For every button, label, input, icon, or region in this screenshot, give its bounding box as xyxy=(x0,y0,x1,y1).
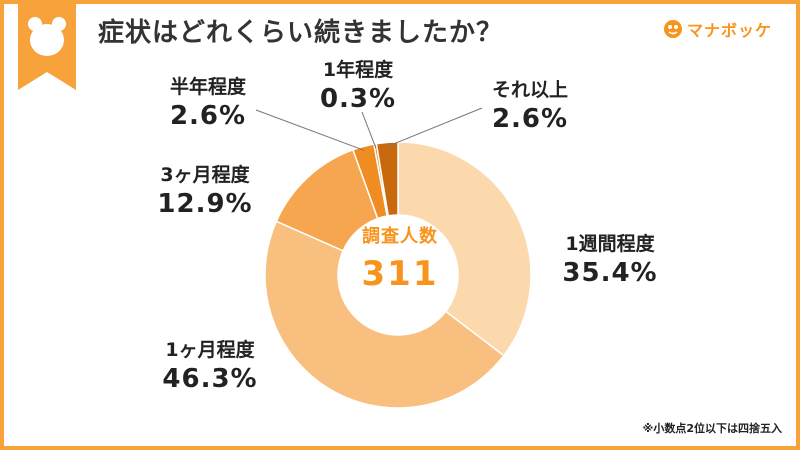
slice-1month xyxy=(264,220,505,409)
slice-more xyxy=(375,141,399,217)
donut-center: 調査人数 311 xyxy=(340,222,460,294)
brand-name: マナボッケ xyxy=(686,21,772,40)
slice-percent: 2.6% xyxy=(491,104,569,134)
slice-1week xyxy=(397,141,532,357)
slice-name: 半年程度 xyxy=(169,76,246,98)
slice-name: 1年程度 xyxy=(322,59,394,81)
slice-percent: 12.9% xyxy=(157,189,253,219)
center-label: 調査人数 xyxy=(362,226,438,247)
slice-percent: 46.3% xyxy=(162,364,258,394)
brand-mark-icon xyxy=(663,20,682,38)
leader-line-halfyear xyxy=(255,109,365,151)
slice-percent: 35.4% xyxy=(562,258,658,288)
slice-label-1year: 1年程度 0.3% xyxy=(303,58,413,116)
slice-label-1month: 1ヶ月程度 46.3% xyxy=(145,338,275,396)
slice-label-3months: 3ヶ月程度 12.9% xyxy=(140,163,270,221)
slice-label-more: それ以上 2.6% xyxy=(475,78,585,136)
leader-line-more xyxy=(387,107,483,147)
slice-percent: 0.3% xyxy=(319,84,397,114)
slice-name: 3ヶ月程度 xyxy=(160,164,250,186)
slice-name: 1ヶ月程度 xyxy=(165,339,255,361)
leader-line-1year xyxy=(361,111,377,149)
footnote: ※小数点2位以下は四捨五入 xyxy=(642,422,782,435)
slice-name: それ以上 xyxy=(491,79,568,101)
slice-label-1week: 1週間程度 35.4% xyxy=(545,232,675,290)
slice-name: 1週間程度 xyxy=(565,233,655,255)
brand-logo: マナボッケ xyxy=(663,17,772,41)
slice-percent: 2.6% xyxy=(169,101,247,131)
chart-title: 症状はどれくらい続きましたか？ xyxy=(98,18,504,48)
bear-ribbon-icon xyxy=(18,0,76,90)
center-value: 311 xyxy=(361,254,439,294)
slice-label-halfyear: 半年程度 2.6% xyxy=(153,75,263,133)
